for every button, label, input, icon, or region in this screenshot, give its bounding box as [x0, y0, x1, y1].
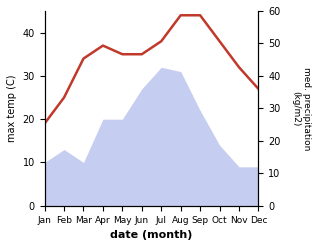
Y-axis label: med. precipitation
(kg/m2): med. precipitation (kg/m2) — [292, 67, 311, 150]
Y-axis label: max temp (C): max temp (C) — [7, 75, 17, 142]
X-axis label: date (month): date (month) — [110, 230, 193, 240]
